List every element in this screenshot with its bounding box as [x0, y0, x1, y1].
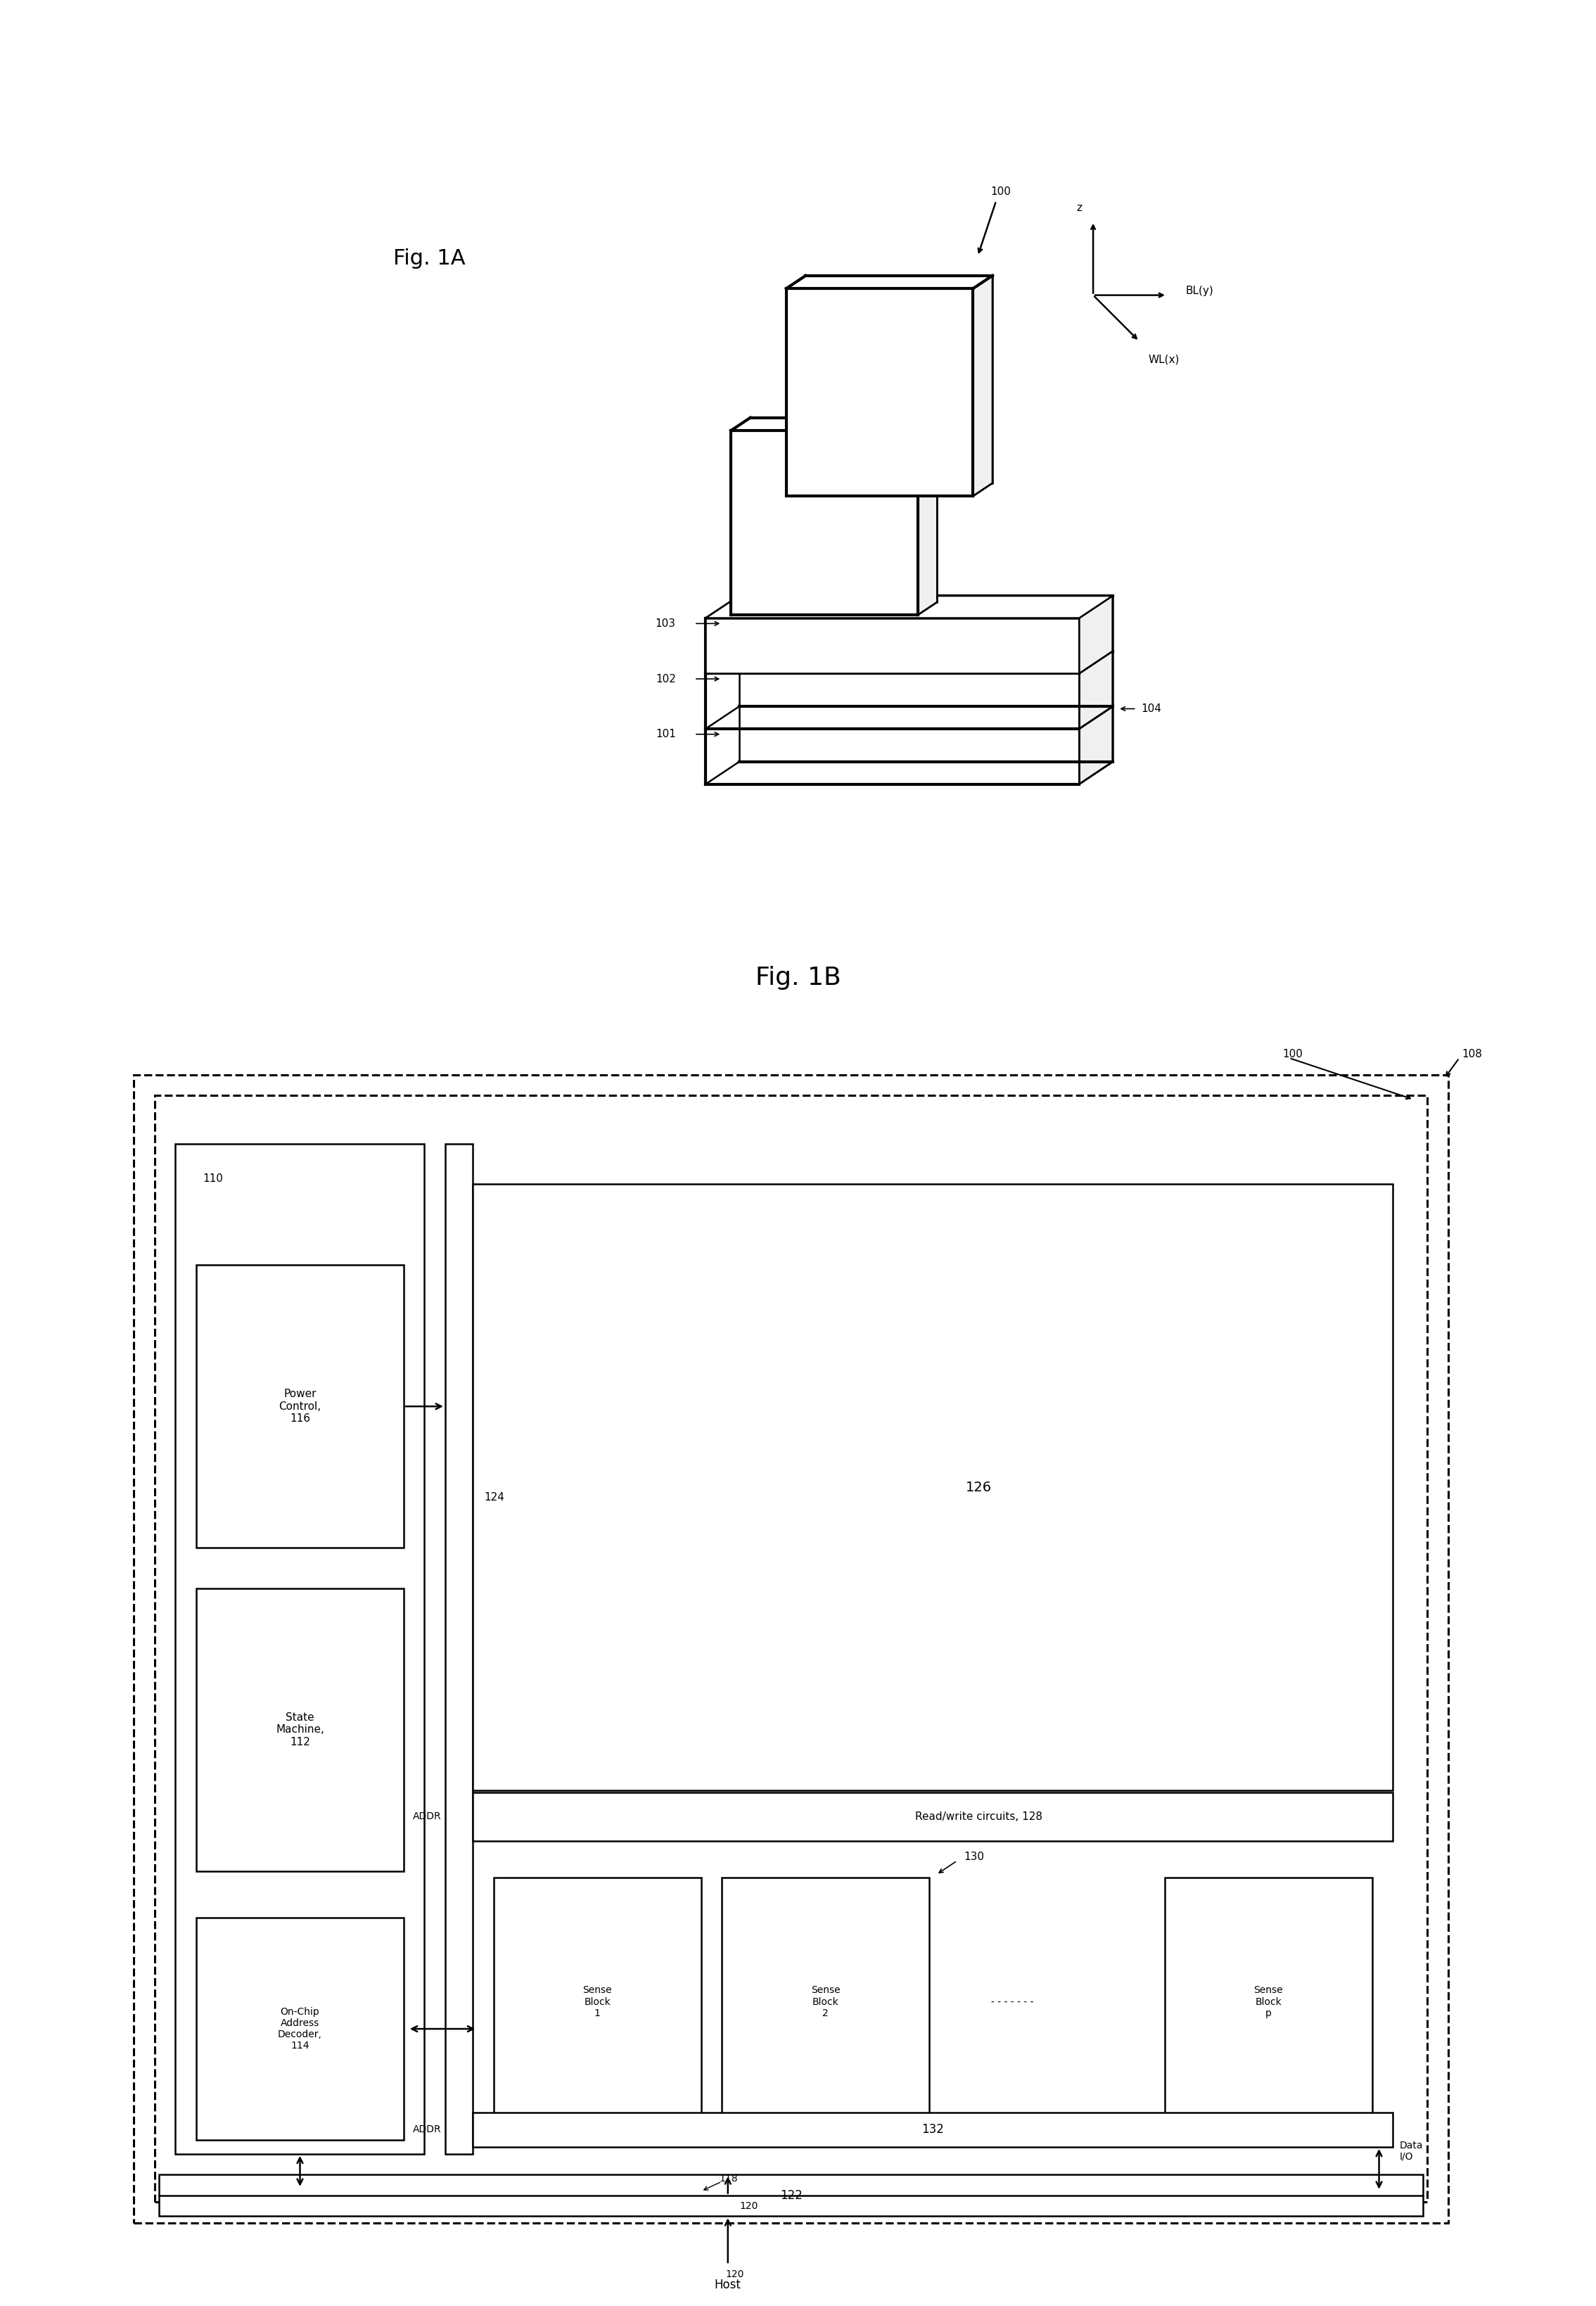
Text: Data
I/O: Data I/O [1400, 2140, 1424, 2161]
Text: BL(y): BL(y) [1186, 286, 1213, 295]
Bar [134, 1075, 1448, 2223]
Text: On-Chip
Address
Decoder,
114: On-Chip Address Decoder, 114 [278, 2006, 322, 2050]
Text: 118: 118 [720, 2175, 739, 2184]
Text: ADDR: ADDR [412, 2124, 440, 2135]
Polygon shape [705, 595, 1112, 618]
Polygon shape [787, 288, 974, 496]
Bar [472, 1792, 1393, 1840]
Text: Sense
Block
p: Sense Block p [1254, 1985, 1283, 2018]
Polygon shape [705, 673, 1079, 729]
Polygon shape [705, 650, 1112, 673]
Text: 122: 122 [780, 2188, 803, 2202]
Polygon shape [705, 761, 1112, 784]
Text: WL(x): WL(x) [1149, 355, 1179, 364]
Bar [196, 1919, 404, 2140]
Text: 130: 130 [964, 1852, 985, 1861]
Text: z: z [1076, 203, 1082, 212]
Text: 103: 103 [656, 618, 675, 630]
Text: 104: 104 [1141, 703, 1162, 715]
Bar [472, 1185, 1393, 1789]
Bar [472, 2112, 1393, 2147]
Bar [721, 1877, 929, 2126]
Polygon shape [787, 277, 993, 288]
Text: 120: 120 [739, 2202, 758, 2211]
Bar [196, 1266, 404, 1547]
Text: 102: 102 [656, 673, 675, 685]
Text: 100: 100 [991, 187, 1010, 196]
Text: BLK1: BLK1 [855, 376, 886, 387]
Text: 126: 126 [966, 1480, 993, 1494]
Text: 120: 120 [726, 2269, 744, 2278]
Polygon shape [918, 417, 937, 616]
Text: Read/write circuits, 128: Read/write circuits, 128 [915, 1810, 1042, 1822]
Polygon shape [705, 595, 739, 784]
Text: Sense
Block
2: Sense Block 2 [811, 1985, 841, 2018]
Text: Sense
Block
1: Sense Block 1 [583, 1985, 611, 2018]
Text: State
Machine,
112: State Machine, 112 [276, 1711, 324, 1748]
Text: 124: 124 [484, 1492, 504, 1504]
Text: 101: 101 [656, 729, 675, 740]
Bar [160, 2175, 1424, 2216]
Polygon shape [705, 706, 1112, 729]
Bar [445, 1144, 472, 2154]
Bar [196, 1589, 404, 1870]
Text: - - - - - - -: - - - - - - - [991, 1997, 1034, 2006]
Text: Power
Control,
116: Power Control, 116 [279, 1388, 321, 1423]
Polygon shape [1079, 650, 1112, 729]
Bar [176, 1144, 425, 2154]
Text: Host: Host [715, 2278, 741, 2292]
Text: ADDR: ADDR [412, 1813, 440, 1822]
Polygon shape [705, 618, 1079, 673]
Polygon shape [705, 729, 1079, 784]
Text: 108: 108 [1462, 1049, 1483, 1058]
Polygon shape [974, 277, 993, 496]
Polygon shape [731, 417, 937, 431]
Text: Fig. 1B: Fig. 1B [755, 966, 841, 989]
Text: 100: 100 [1282, 1049, 1302, 1058]
Bar [1165, 1877, 1373, 2126]
Polygon shape [731, 431, 918, 616]
Text: 132: 132 [921, 2124, 945, 2135]
Bar [155, 1095, 1427, 2202]
Text: 110: 110 [203, 1174, 223, 1183]
Polygon shape [1079, 595, 1112, 673]
Text: BLK0: BLK0 [800, 507, 830, 519]
Text: Fig. 1A: Fig. 1A [393, 249, 464, 267]
Bar [493, 1877, 701, 2126]
Polygon shape [1079, 706, 1112, 784]
